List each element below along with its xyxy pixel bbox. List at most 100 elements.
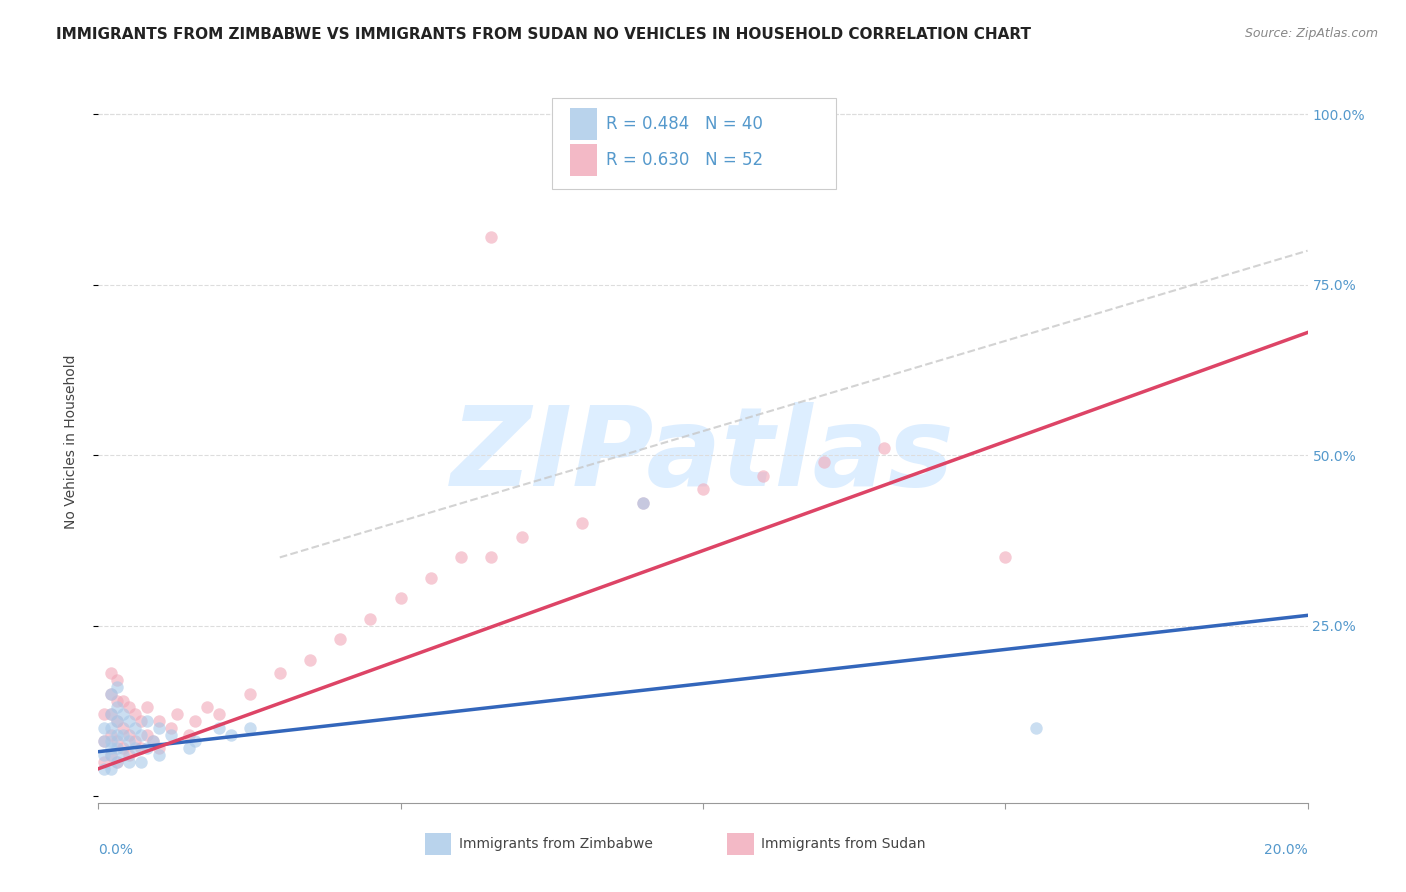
- Point: [124, 734, 146, 748]
- Point: [873, 442, 896, 456]
- Point: [160, 721, 183, 735]
- Point: [93, 748, 115, 763]
- Point: [93, 721, 115, 735]
- Text: Source: ZipAtlas.com: Source: ZipAtlas.com: [1244, 27, 1378, 40]
- Point: [105, 755, 128, 769]
- Point: [420, 571, 443, 585]
- Point: [100, 687, 122, 701]
- Text: Immigrants from Zimbabwe: Immigrants from Zimbabwe: [458, 837, 652, 851]
- Point: [105, 741, 128, 756]
- Point: [124, 741, 146, 756]
- Point: [631, 496, 654, 510]
- Point: [111, 721, 134, 735]
- Point: [111, 728, 134, 742]
- Point: [105, 734, 128, 748]
- Point: [93, 755, 115, 769]
- Point: [135, 714, 157, 728]
- Point: [1024, 721, 1046, 735]
- Point: [105, 714, 128, 728]
- Point: [105, 680, 128, 694]
- Point: [100, 721, 122, 735]
- Point: [195, 700, 218, 714]
- Point: [129, 728, 152, 742]
- Point: [100, 762, 122, 776]
- Point: [208, 721, 231, 735]
- Point: [100, 734, 122, 748]
- Point: [118, 734, 141, 748]
- Point: [111, 693, 134, 707]
- Text: R = 0.630   N = 52: R = 0.630 N = 52: [606, 151, 763, 169]
- Point: [239, 721, 262, 735]
- Point: [389, 591, 412, 606]
- Point: [135, 728, 157, 742]
- Text: ZIPatlas: ZIPatlas: [451, 402, 955, 509]
- Point: [752, 468, 775, 483]
- Point: [111, 707, 134, 722]
- Point: [135, 700, 157, 714]
- Point: [142, 734, 165, 748]
- FancyBboxPatch shape: [425, 833, 451, 855]
- Point: [118, 755, 141, 769]
- Text: IMMIGRANTS FROM ZIMBABWE VS IMMIGRANTS FROM SUDAN NO VEHICLES IN HOUSEHOLD CORRE: IMMIGRANTS FROM ZIMBABWE VS IMMIGRANTS F…: [56, 27, 1031, 42]
- Y-axis label: No Vehicles in Household: No Vehicles in Household: [63, 354, 77, 529]
- Point: [129, 755, 152, 769]
- Point: [93, 734, 115, 748]
- FancyBboxPatch shape: [569, 144, 596, 177]
- Point: [179, 728, 201, 742]
- Point: [148, 714, 170, 728]
- Text: 20.0%: 20.0%: [1264, 843, 1308, 856]
- Text: R = 0.484   N = 40: R = 0.484 N = 40: [606, 115, 763, 133]
- Point: [148, 721, 170, 735]
- Point: [118, 700, 141, 714]
- Point: [813, 455, 835, 469]
- Point: [208, 707, 231, 722]
- Point: [105, 700, 128, 714]
- Point: [124, 721, 146, 735]
- Point: [100, 748, 122, 763]
- Point: [118, 714, 141, 728]
- Point: [105, 755, 128, 769]
- Point: [631, 496, 654, 510]
- Point: [100, 707, 122, 722]
- FancyBboxPatch shape: [551, 98, 837, 189]
- Point: [105, 693, 128, 707]
- Point: [100, 666, 122, 681]
- Point: [111, 748, 134, 763]
- Text: Immigrants from Sudan: Immigrants from Sudan: [761, 837, 925, 851]
- Point: [239, 687, 262, 701]
- Point: [221, 728, 243, 742]
- Point: [142, 734, 165, 748]
- Point: [571, 516, 593, 531]
- Point: [93, 762, 115, 776]
- Point: [129, 741, 152, 756]
- Point: [329, 632, 352, 647]
- Point: [692, 482, 714, 496]
- Point: [100, 741, 122, 756]
- Point: [148, 748, 170, 763]
- Point: [135, 741, 157, 756]
- Point: [105, 728, 128, 742]
- Point: [481, 230, 503, 244]
- Point: [118, 728, 141, 742]
- Point: [299, 653, 322, 667]
- Point: [160, 728, 183, 742]
- FancyBboxPatch shape: [569, 108, 596, 140]
- Point: [93, 707, 115, 722]
- Point: [93, 734, 115, 748]
- Point: [118, 748, 141, 763]
- Point: [148, 741, 170, 756]
- Point: [111, 741, 134, 756]
- Point: [179, 741, 201, 756]
- Point: [184, 714, 207, 728]
- Point: [124, 707, 146, 722]
- FancyBboxPatch shape: [727, 833, 754, 855]
- Point: [269, 666, 291, 681]
- Point: [100, 687, 122, 701]
- Point: [166, 707, 188, 722]
- Point: [105, 673, 128, 687]
- Point: [100, 707, 122, 722]
- Point: [450, 550, 472, 565]
- Point: [360, 612, 382, 626]
- Point: [100, 728, 122, 742]
- Point: [510, 530, 533, 544]
